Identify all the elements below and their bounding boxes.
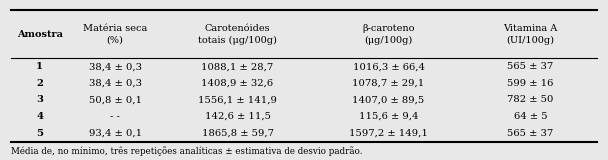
- Text: 599 ± 16: 599 ± 16: [508, 79, 554, 88]
- Text: Matéria seca
(%): Matéria seca (%): [83, 24, 147, 44]
- Text: 93,4 ± 0,1: 93,4 ± 0,1: [89, 129, 142, 138]
- Text: 1556,1 ± 141,9: 1556,1 ± 141,9: [198, 96, 277, 104]
- Text: 115,6 ± 9,4: 115,6 ± 9,4: [359, 112, 418, 121]
- Text: 38,4 ± 0,3: 38,4 ± 0,3: [89, 79, 142, 88]
- Text: β-caroteno
(μg/100g): β-caroteno (μg/100g): [362, 24, 415, 44]
- Text: 565 ± 37: 565 ± 37: [508, 129, 554, 138]
- Text: 565 ± 37: 565 ± 37: [508, 62, 554, 71]
- Text: 3: 3: [36, 96, 43, 104]
- Text: 1016,3 ± 66,4: 1016,3 ± 66,4: [353, 62, 424, 71]
- Text: - -: - -: [110, 112, 120, 121]
- Text: 1407,0 ± 89,5: 1407,0 ± 89,5: [353, 96, 425, 104]
- Text: 64 ± 5: 64 ± 5: [514, 112, 547, 121]
- Text: 38,4 ± 0,3: 38,4 ± 0,3: [89, 62, 142, 71]
- Text: 782 ± 50: 782 ± 50: [508, 96, 554, 104]
- Text: 1865,8 ± 59,7: 1865,8 ± 59,7: [201, 129, 274, 138]
- Text: 2: 2: [36, 79, 43, 88]
- Text: Amostra: Amostra: [16, 30, 63, 39]
- Text: 1: 1: [36, 62, 43, 71]
- Text: 1088,1 ± 28,7: 1088,1 ± 28,7: [201, 62, 274, 71]
- Text: 1078,7 ± 29,1: 1078,7 ± 29,1: [353, 79, 425, 88]
- Text: 5: 5: [36, 129, 43, 138]
- Text: 4: 4: [36, 112, 43, 121]
- Text: 142,6 ± 11,5: 142,6 ± 11,5: [204, 112, 271, 121]
- Text: Média de, no mínimo, três repetições analíticas ± estimativa de desvio padrão.: Média de, no mínimo, três repetições ana…: [11, 146, 362, 156]
- Text: 1408,9 ± 32,6: 1408,9 ± 32,6: [201, 79, 274, 88]
- Text: 1597,2 ± 149,1: 1597,2 ± 149,1: [349, 129, 428, 138]
- Text: 50,8 ± 0,1: 50,8 ± 0,1: [89, 96, 142, 104]
- Text: Carotenóides
totais (μg/100g): Carotenóides totais (μg/100g): [198, 24, 277, 44]
- Text: Vitamina A
(UI/100g): Vitamina A (UI/100g): [503, 24, 558, 44]
